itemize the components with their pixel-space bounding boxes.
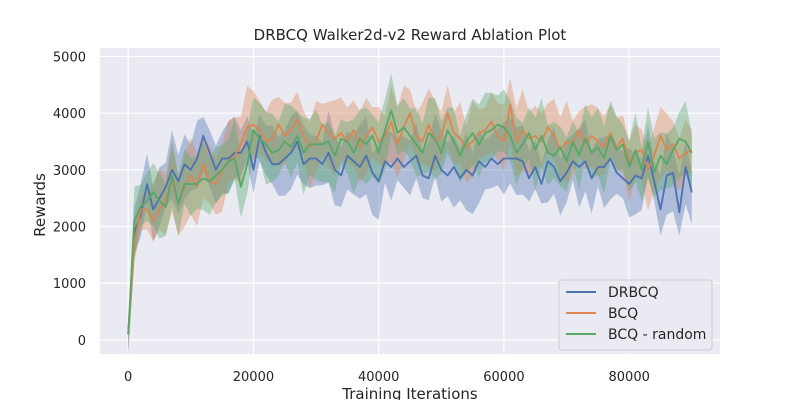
series-line xyxy=(127,109,693,335)
x-tick-labels: 0 20000 40000 60000 80000 xyxy=(124,370,650,385)
x-tick-label: 20000 xyxy=(233,370,274,385)
legend: DRBCQ BCQ BCQ - random xyxy=(558,279,713,351)
x-tick-label: 60000 xyxy=(483,370,524,385)
y-tick-label: 4000 xyxy=(53,107,86,122)
legend-entry: BCQ - random xyxy=(608,327,706,343)
y-tick-labels: 0 1000 2000 3000 4000 5000 xyxy=(53,51,86,349)
y-tick-label: 5000 xyxy=(53,51,86,66)
x-tick-label: 80000 xyxy=(609,370,650,385)
series-line xyxy=(127,134,693,335)
y-tick-label: 1000 xyxy=(53,277,86,292)
y-tick-label: 3000 xyxy=(53,164,86,179)
x-axis-label: Training Iterations xyxy=(341,385,478,400)
confidence-band xyxy=(128,73,692,351)
confidence-band xyxy=(128,110,692,356)
chart-title: DRBCQ Walker2d-v2 Reward Ablation Plot xyxy=(254,26,567,44)
x-tick-label: 40000 xyxy=(358,370,399,385)
y-tick-label: 0 xyxy=(78,334,86,349)
legend-box xyxy=(558,279,713,351)
legend-entry: DRBCQ xyxy=(608,285,659,301)
series-lines xyxy=(127,103,693,335)
legend-entry: BCQ xyxy=(608,306,638,322)
y-tick-label: 2000 xyxy=(53,221,86,236)
y-axis-label: Rewards xyxy=(31,173,49,237)
x-tick-label: 0 xyxy=(124,370,132,385)
